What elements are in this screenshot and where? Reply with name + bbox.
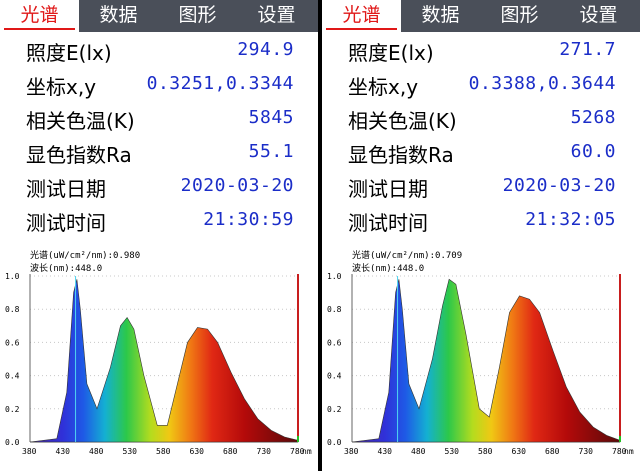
plot-area[interactable]: 0.0 0.2 0.4 0.6 0.8 1.0 380 430 480 530 580 630 680 7… — [5, 272, 312, 456]
test-time-row: 测试时间 21:30:59 — [0, 206, 318, 240]
spectrum-value: 0.980 — [113, 251, 140, 261]
y-tick-label: 0.6 — [5, 338, 20, 347]
illuminance-row: 照度E(lx) 294.9 — [0, 36, 318, 70]
x-axis-unit: nm — [302, 447, 312, 456]
wavelength-label: 波长(nm):448.0 — [30, 262, 102, 274]
test-time-value: 21:30:59 — [203, 209, 294, 230]
cri-value: 55.1 — [248, 141, 294, 162]
y-tick-label: 0.0 — [5, 438, 20, 447]
illuminance-row: 照度E(lx) 271.7 — [322, 36, 640, 70]
test-date-value: 2020-03-20 — [502, 175, 616, 196]
test-date-row: 测试日期 2020-03-20 — [0, 172, 318, 206]
cct-label: 相关色温(K) — [26, 109, 135, 133]
spectrum-area — [29, 279, 299, 443]
right-panel: 光谱 数据 图形 设置 照度E(lx) 271.7 坐标x,y 0.3388,0… — [322, 0, 640, 471]
spectrum-chart: 光谱(uW/cm²/nm):0.980 波长(nm):448.0 0.00.20… — [5, 249, 312, 456]
tab-spectrum[interactable]: 光谱 — [0, 0, 79, 32]
x-tick-label: 630 — [512, 447, 527, 456]
cri-label: 显色指数Ra — [348, 143, 454, 167]
tab-graph[interactable]: 图形 — [178, 4, 217, 26]
tab-bar: 光谱 数据 图形 设置 — [0, 0, 318, 32]
y-tick-label: 0.4 — [5, 372, 20, 381]
y-tick-label: 1.0 — [327, 272, 342, 281]
x-tick-label: 530 — [123, 447, 138, 456]
tab-settings[interactable]: 设置 — [579, 4, 618, 26]
test-date-label: 测试日期 — [26, 177, 106, 201]
x-tick-label: 680 — [545, 447, 560, 456]
wavelength-value: 448.0 — [75, 264, 102, 274]
illuminance-label: 照度E(lx) — [348, 41, 434, 65]
tab-data[interactable]: 数据 — [99, 4, 138, 26]
wavelength-label: 波长(nm):448.0 — [352, 262, 424, 274]
x-tick-label: 430 — [378, 447, 393, 456]
x-tick-label: 380 — [22, 447, 37, 456]
x-tick-label: 780 — [290, 447, 305, 456]
test-time-label: 测试时间 — [26, 211, 106, 235]
cct-row: 相关色温(K) 5845 — [0, 104, 318, 138]
y-tick-label: 0.6 — [327, 338, 342, 347]
x-tick-label: 430 — [56, 447, 71, 456]
illuminance-value: 294.9 — [237, 39, 294, 60]
spectrum-area — [351, 278, 621, 443]
x-tick-label: 780 — [612, 447, 627, 456]
x-tick-label: 530 — [445, 447, 460, 456]
test-time-value: 21:32:05 — [525, 209, 616, 230]
tab-bar: 光谱 数据 图形 设置 — [322, 0, 640, 32]
test-date-label: 测试日期 — [348, 177, 428, 201]
y-tick-label: 0.8 — [5, 305, 20, 314]
y-tick-label: 0.8 — [327, 305, 342, 314]
test-time-label: 测试时间 — [348, 211, 428, 235]
x-tick-label: 580 — [478, 447, 493, 456]
tab-data[interactable]: 数据 — [421, 4, 460, 26]
cri-row: 显色指数Ra 60.0 — [322, 138, 640, 172]
x-axis-unit: nm — [624, 447, 634, 456]
tab-spectrum[interactable]: 光谱 — [322, 0, 401, 32]
test-date-value: 2020-03-20 — [180, 175, 294, 196]
chromaticity-row: 坐标x,y 0.3251,0.3344 — [0, 70, 318, 104]
test-time-row: 测试时间 21:32:05 — [322, 206, 640, 240]
cri-label: 显色指数Ra — [26, 143, 132, 167]
spectrum-label: 光谱(uW/cm²/nm):0.709 — [352, 249, 462, 261]
cct-value: 5268 — [570, 107, 616, 128]
x-tick-label: 580 — [156, 447, 171, 456]
cct-label: 相关色温(K) — [348, 109, 457, 133]
y-tick-label: 0.4 — [327, 372, 342, 381]
tab-settings[interactable]: 设置 — [257, 4, 296, 26]
cct-row: 相关色温(K) 5268 — [322, 104, 640, 138]
y-tick-label: 0.2 — [327, 405, 342, 414]
y-tick-label: 0.2 — [5, 405, 20, 414]
tab-graph[interactable]: 图形 — [500, 4, 539, 26]
x-tick-label: 630 — [190, 447, 205, 456]
chromaticity-value: 0.3251,0.3344 — [146, 73, 294, 94]
plot-area[interactable]: 0.0 0.2 0.4 0.6 0.8 1.0 380 430 480 530 580 630 680 7… — [327, 272, 634, 456]
x-tick-label: 380 — [344, 447, 359, 456]
y-tick-label: 0.0 — [327, 438, 342, 447]
chromaticity-label: 坐标x,y — [348, 75, 419, 99]
y-tick-label: 1.0 — [5, 272, 20, 281]
spectrum-value: 0.709 — [435, 251, 462, 261]
x-tick-label: 730 — [257, 447, 272, 456]
x-tick-label: 480 — [89, 447, 104, 456]
x-tick-label: 480 — [411, 447, 426, 456]
x-tick-label: 730 — [579, 447, 594, 456]
spectrum-chart: 光谱(uW/cm²/nm):0.709 波长(nm):448.0 0.00.20… — [327, 249, 634, 456]
wavelength-value: 448.0 — [397, 264, 424, 274]
chromaticity-label: 坐标x,y — [26, 75, 97, 99]
illuminance-label: 照度E(lx) — [26, 41, 112, 65]
chromaticity-value: 0.3388,0.3644 — [468, 73, 616, 94]
x-tick-label: 680 — [223, 447, 238, 456]
spectrum-label: 光谱(uW/cm²/nm):0.980 — [30, 249, 140, 261]
chromaticity-row: 坐标x,y 0.3388,0.3644 — [322, 70, 640, 104]
cri-value: 60.0 — [570, 141, 616, 162]
cri-row: 显色指数Ra 55.1 — [0, 138, 318, 172]
test-date-row: 测试日期 2020-03-20 — [322, 172, 640, 206]
cct-value: 5845 — [248, 107, 294, 128]
left-panel: 光谱 数据 图形 设置 照度E(lx) 294.9 坐标x,y 0.3251,0… — [0, 0, 318, 471]
illuminance-value: 271.7 — [559, 39, 616, 60]
